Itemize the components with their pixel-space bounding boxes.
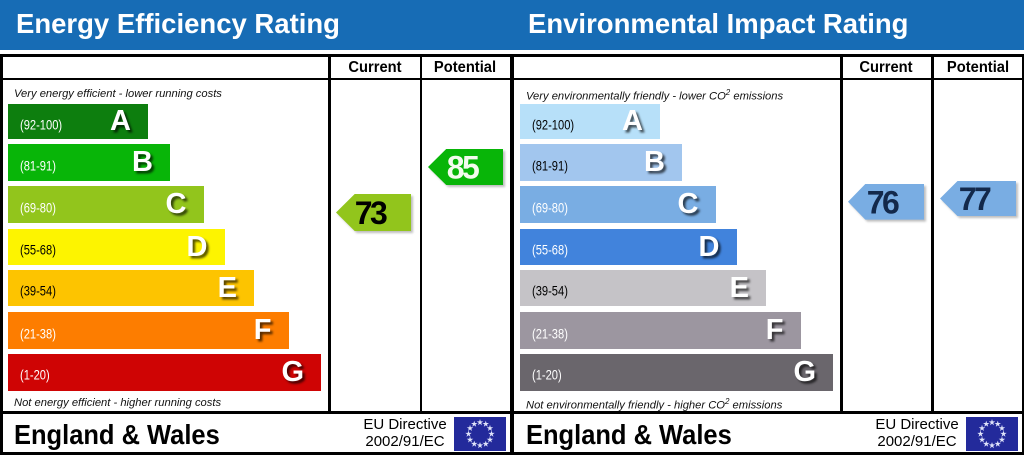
svg-text:85: 85: [447, 149, 480, 185]
svg-text:76: 76: [867, 184, 900, 219]
svg-text:73: 73: [355, 194, 388, 230]
svg-text:77: 77: [959, 181, 992, 216]
